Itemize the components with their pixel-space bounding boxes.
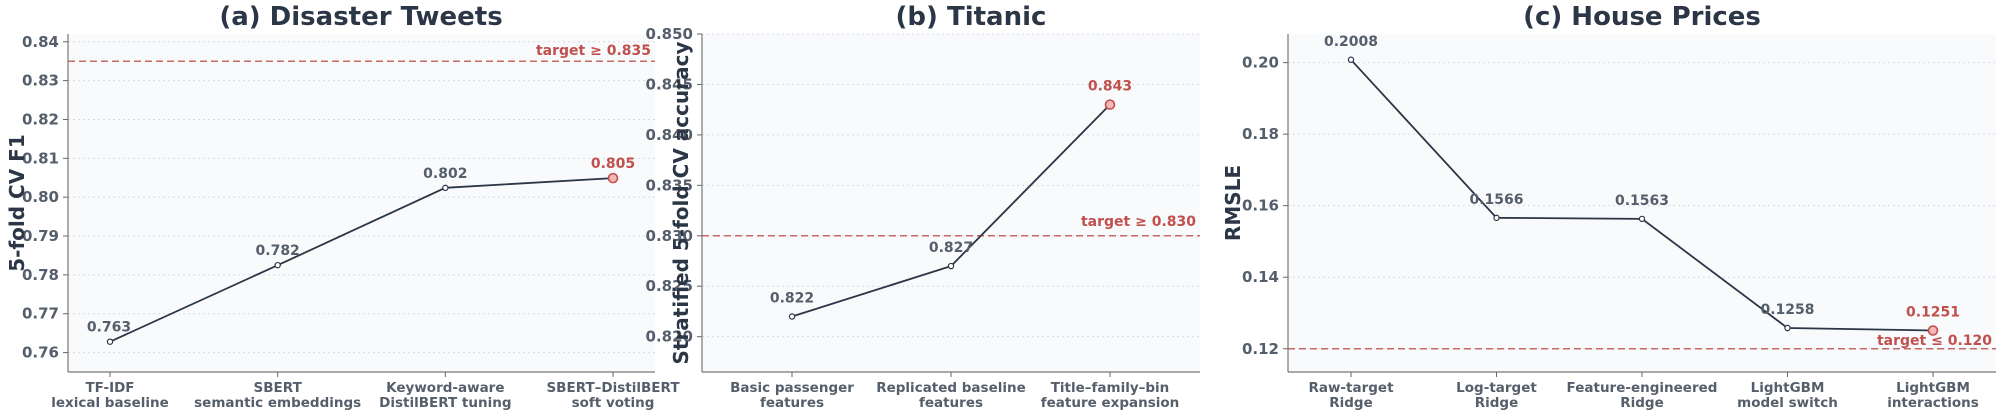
panel-1: 0.76 0.77 0.78 0.79 0.80 0.81 0.82 0.83 0.84 targ… (5, 2, 680, 411)
data-point (788, 313, 796, 320)
data-label: 0.827 (929, 240, 973, 256)
y-tick-label: 0.840 (646, 126, 693, 144)
data-point (1638, 215, 1646, 223)
y-tick-label: 0.84 (22, 33, 59, 51)
y-tick-label: 0.20 (1242, 54, 1279, 72)
x-tick-label: Raw-target Ridge (1308, 380, 1394, 411)
data-label: 0.763 (87, 320, 131, 336)
y-tick-label: 0.82 (22, 110, 59, 128)
y-tick-label: 0.12 (1242, 340, 1279, 358)
y-tick-label: 0.83 (22, 72, 59, 90)
y-tick-label: 0.830 (646, 227, 693, 245)
y-tick-label: 0.825 (646, 277, 693, 295)
data-point (442, 184, 449, 192)
data-point (1493, 214, 1500, 222)
y-tick-label: 0.77 (22, 305, 59, 323)
chart-title: (c) House Prices (1523, 2, 1761, 32)
target-label: target ≤ 0.120 (1877, 333, 1992, 349)
y-axis-label: 5-fold CV F1 (5, 134, 29, 272)
y-tick-label: 0.81 (22, 149, 59, 167)
data-label: 0.2008 (1324, 34, 1378, 50)
y-tick-label: 0.820 (646, 328, 693, 346)
y-tick-label: 0.80 (22, 188, 59, 206)
x-tick-label: TF-IDF lexical baseline (51, 380, 169, 411)
target-label: target ≥ 0.830 (1081, 214, 1196, 230)
panel-3: 0.12 0.14 0.16 0.18 0.20 target ≤ 0.120 0.2008… (1221, 2, 1996, 411)
x-tick-label: Log-target Ridge (1456, 380, 1537, 411)
data-point (1784, 324, 1791, 332)
data-label: 0.822 (770, 291, 814, 307)
x-tick-label: LightGBM model switch (1737, 380, 1838, 411)
x-tick-label: SBERT–DistilBERT soft voting (546, 380, 680, 411)
y-tick-label: 0.850 (646, 25, 693, 43)
data-label: 0.1563 (1615, 193, 1669, 209)
chart-title: (b) Titanic (896, 2, 1047, 32)
y-axis-label: RMSLE (1221, 165, 1245, 241)
data-label: 0.1258 (1760, 302, 1814, 318)
data-label: 0.1251 (1906, 305, 1960, 321)
data-label: 0.805 (591, 156, 635, 172)
data-point (274, 261, 281, 269)
y-tick-label: 0.79 (22, 227, 59, 245)
x-tick-label: Keyword-aware DistilBERT tuning (379, 380, 511, 411)
y-tick-label: 0.845 (646, 75, 693, 93)
y-tick-label: 0.18 (1242, 125, 1279, 143)
plot-area (702, 34, 1200, 372)
x-tick-label: Replicated baseline features (876, 380, 1026, 411)
data-label: 0.782 (256, 243, 300, 259)
panel-2: 0.820 0.825 0.830 0.835 0.840 0.845 0.850 targe… (646, 2, 1200, 411)
x-tick-label: LightGBM interactions (1887, 380, 1979, 411)
chart-title: (a) Disaster Tweets (219, 2, 502, 32)
data-point (947, 262, 955, 270)
x-tick-label: Basic passenger features (730, 380, 854, 411)
y-tick-label: 0.76 (22, 344, 59, 362)
x-tick-label: SBERT semantic embeddings (194, 380, 361, 411)
plot-area (1288, 34, 1996, 372)
data-label: 0.843 (1088, 79, 1132, 95)
x-tick-label: Title–family–bin feature expansion (1041, 380, 1180, 411)
y-axis-label: Stratified 5-fold CV accuracy (669, 41, 693, 364)
final-data-point (607, 172, 619, 184)
y-tick-label: 0.835 (646, 176, 693, 194)
final-data-point (1104, 99, 1116, 110)
final-data-point (1927, 325, 1939, 336)
data-label: 0.802 (423, 166, 467, 182)
target-label: target ≥ 0.835 (536, 43, 651, 59)
data-point (1347, 56, 1355, 63)
series-line (109, 177, 614, 343)
data-label: 0.1566 (1469, 192, 1523, 208)
x-tick-label: Feature-engineered Ridge (1567, 380, 1718, 411)
data-point (106, 338, 114, 345)
y-tick-label: 0.78 (22, 266, 59, 284)
y-tick-label: 0.16 (1242, 197, 1279, 215)
y-tick-label: 0.14 (1242, 268, 1279, 286)
